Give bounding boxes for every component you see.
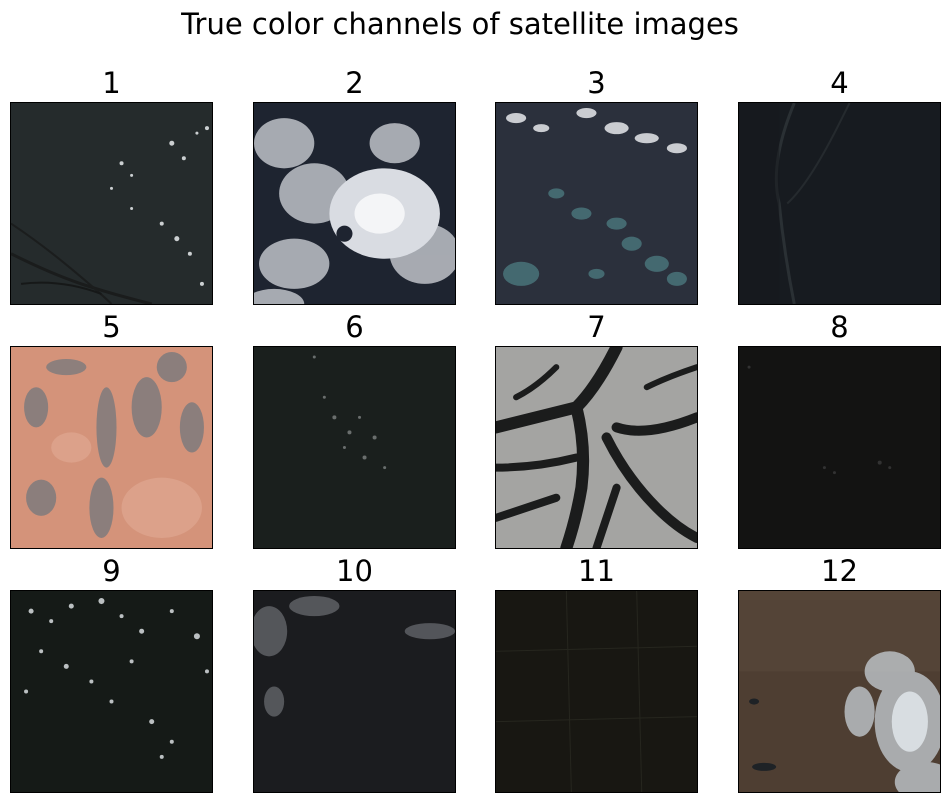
panel-title: 10 [336,554,373,588]
panel-title: 12 [821,554,858,588]
satellite-image [10,590,213,793]
panel-title: 6 [345,310,364,344]
satellite-image [738,102,941,305]
satellite-image-7-graphic [496,347,697,548]
panel-title: 5 [102,310,121,344]
satellite-image-6-graphic [254,347,455,548]
satellite-image-8-graphic [739,347,940,548]
satellite-image [738,346,941,549]
figure-title: True color channels of satellite images [181,7,739,41]
satellite-image [495,102,698,305]
satellite-image-5-graphic [11,347,212,548]
panel-title: 11 [578,554,615,588]
panel-title: 1 [102,66,121,100]
panel-title: 8 [830,310,849,344]
satellite-image-12-graphic [739,591,940,792]
satellite-image [10,102,213,305]
satellite-image-9-graphic [11,591,212,792]
panel-title: 7 [587,310,606,344]
satellite-image-11-graphic [496,591,697,792]
satellite-image [495,346,698,549]
satellite-image [10,346,213,549]
satellite-image [738,590,941,793]
panel-title: 2 [345,66,364,100]
satellite-image-10-graphic [254,591,455,792]
satellite-image [253,102,456,305]
satellite-image-1-graphic [11,103,212,304]
satellite-image-2-graphic [254,103,455,304]
satellite-image-3-graphic [496,103,697,304]
satellite-image [253,346,456,549]
satellite-image [495,590,698,793]
panel-title: 4 [830,66,849,100]
satellite-image-4-graphic [739,103,940,304]
satellite-image [253,590,456,793]
panel-title: 3 [587,66,606,100]
panel-title: 9 [102,554,121,588]
